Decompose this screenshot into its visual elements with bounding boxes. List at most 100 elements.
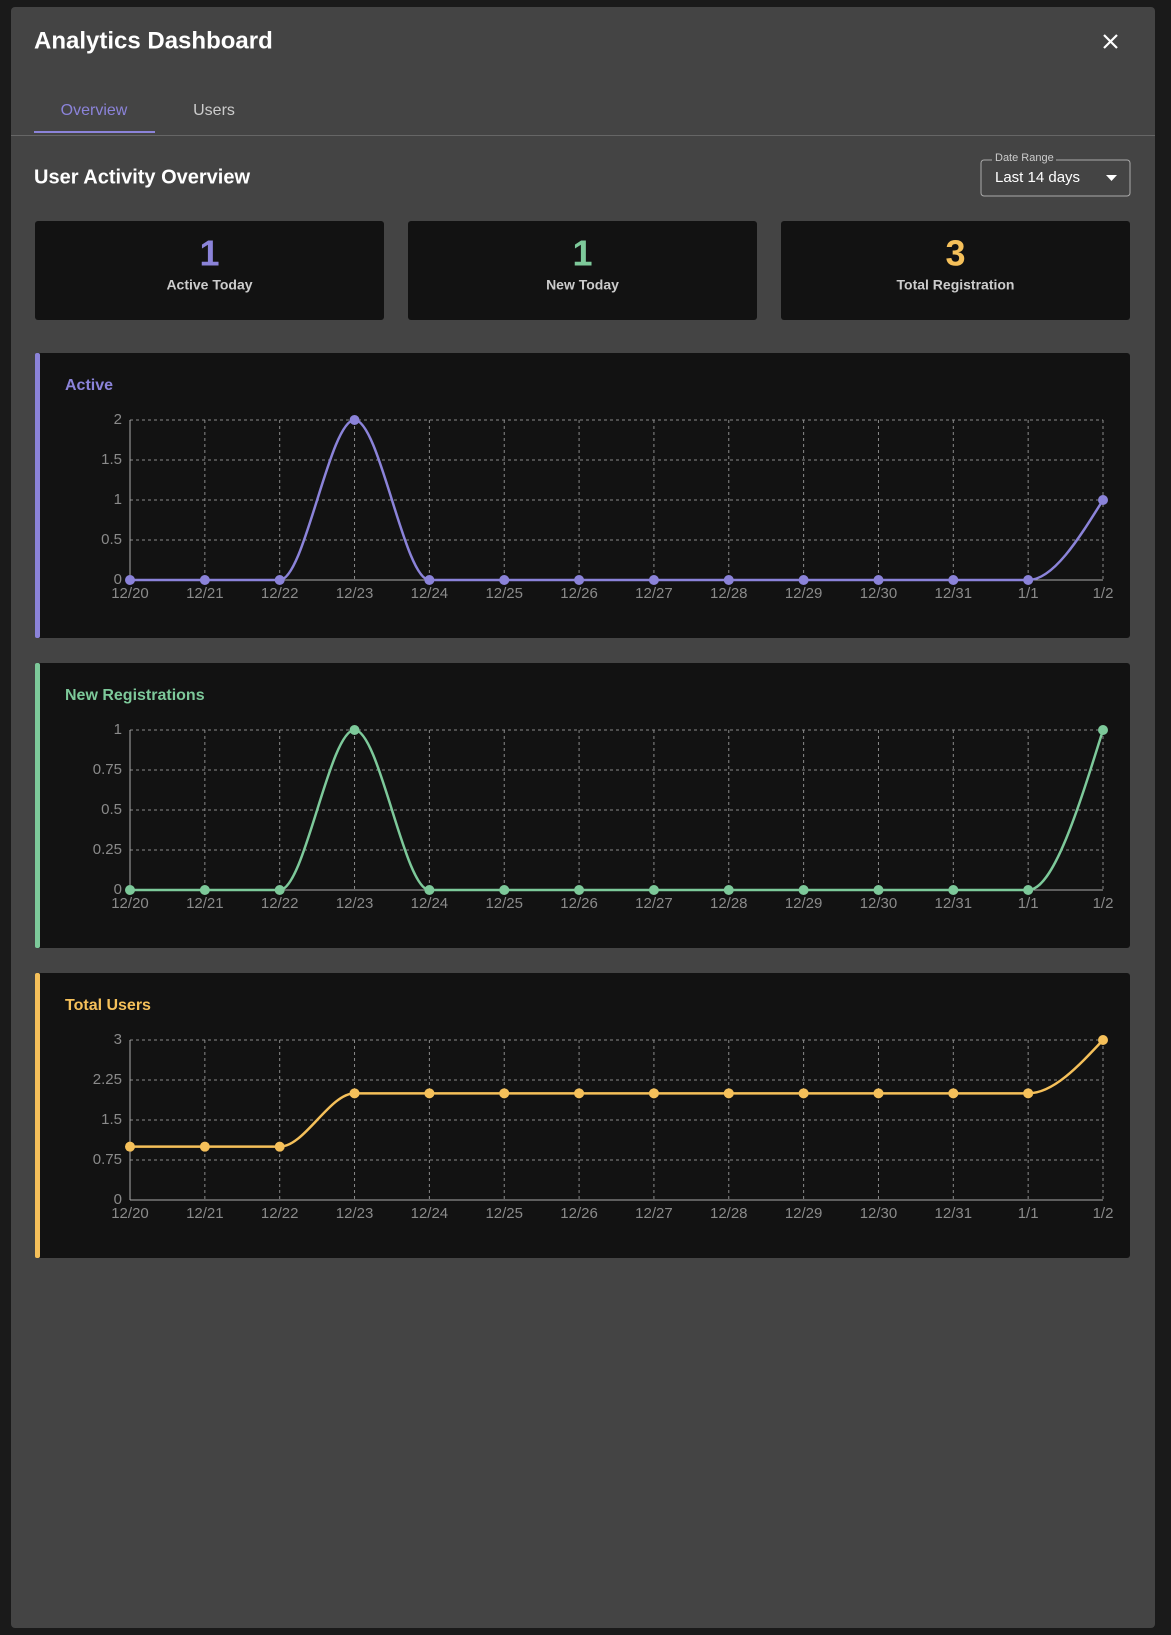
- x-tick-label: 12/28: [710, 895, 748, 912]
- data-point: [125, 575, 135, 585]
- y-tick-label: 1: [114, 721, 122, 738]
- data-point: [349, 415, 360, 425]
- data-point: [873, 885, 884, 895]
- data-point: [199, 575, 210, 585]
- data-point: [723, 1088, 734, 1099]
- data-point: [1023, 1088, 1034, 1099]
- y-tick-label: 0.75: [93, 1151, 122, 1168]
- stat-label: Active Today: [166, 277, 252, 293]
- dropdown-caret: [1106, 175, 1117, 181]
- data-point: [948, 885, 959, 895]
- chart-title: Active: [65, 377, 113, 394]
- y-tick-label: 0.75: [93, 761, 122, 778]
- x-tick-label: 12/21: [186, 585, 224, 602]
- data-point: [274, 1141, 285, 1152]
- tab[interactable]: Users: [193, 102, 235, 119]
- x-tick-label: 12/21: [186, 1205, 224, 1222]
- data-point: [1098, 495, 1108, 505]
- data-point: [723, 885, 734, 895]
- y-tick-label: 1.5: [101, 1111, 122, 1128]
- data-point: [873, 1088, 884, 1099]
- x-tick-label: 1/1: [1018, 1205, 1039, 1222]
- x-tick-label: 12/28: [710, 1205, 748, 1222]
- chart-accent: [35, 663, 40, 948]
- y-tick-label: 0.5: [101, 801, 122, 818]
- x-tick-label: 12/26: [560, 1205, 598, 1222]
- close-button[interactable]: [1103, 34, 1118, 49]
- stat-value: 1: [572, 233, 592, 274]
- chart-accent: [35, 973, 40, 1258]
- chart-title: New Registrations: [65, 687, 205, 704]
- x-tick-label: 12/26: [560, 895, 598, 912]
- x-tick-label: 12/23: [336, 1205, 374, 1222]
- data-point: [349, 1088, 360, 1099]
- chart-title: Total Users: [65, 997, 151, 1014]
- x-tick-label: 12/27: [635, 1205, 673, 1222]
- x-tick-label: 12/25: [485, 585, 523, 602]
- x-tick-label: 12/24: [411, 585, 449, 602]
- data-point: [648, 575, 659, 585]
- x-tick-label: 12/20: [111, 895, 149, 912]
- data-point: [1023, 575, 1034, 585]
- stat-card: [35, 221, 384, 320]
- data-point: [648, 1088, 659, 1099]
- date-range-select[interactable]: Date Range Last 14 days: [980, 152, 1131, 197]
- data-point: [424, 575, 435, 585]
- data-point: [349, 725, 360, 735]
- x-tick-label: 1/1: [1018, 585, 1039, 602]
- x-tick-label: 12/22: [261, 585, 299, 602]
- data-point: [723, 575, 734, 585]
- stat-value: 1: [199, 233, 219, 274]
- data-point: [499, 575, 510, 585]
- x-tick-label: 1/2: [1093, 1205, 1114, 1222]
- x-tick-label: 12/24: [411, 1205, 449, 1222]
- y-tick-label: 1: [114, 491, 122, 508]
- x-tick-label: 12/31: [935, 895, 973, 912]
- y-tick-label: 2.25: [93, 1071, 122, 1088]
- modal-title: Analytics Dashboard: [34, 27, 273, 54]
- x-tick-label: 12/30: [860, 895, 898, 912]
- x-tick-label: 12/20: [111, 585, 149, 602]
- data-point: [274, 885, 285, 895]
- x-tick-label: 12/30: [860, 585, 898, 602]
- data-point: [948, 575, 959, 585]
- data-point: [1098, 725, 1108, 735]
- x-tick-label: 12/23: [336, 895, 374, 912]
- x-tick-label: 12/24: [411, 895, 449, 912]
- x-tick-label: 12/25: [485, 895, 523, 912]
- x-tick-label: 12/26: [560, 585, 598, 602]
- chart-card: [35, 663, 1130, 948]
- data-point: [873, 575, 884, 585]
- x-tick-label: 12/20: [111, 1205, 149, 1222]
- y-tick-label: 0.5: [101, 531, 122, 548]
- data-point: [798, 885, 809, 895]
- y-tick-label: 0: [114, 571, 122, 588]
- chart-card: [35, 353, 1130, 638]
- select-value: Last 14 days: [995, 169, 1080, 186]
- x-tick-label: 12/31: [935, 585, 973, 602]
- data-point: [274, 575, 285, 585]
- x-tick-label: 12/22: [261, 1205, 299, 1222]
- data-point: [499, 885, 510, 895]
- data-point: [1098, 1035, 1108, 1045]
- chart-accent: [35, 353, 40, 638]
- x-tick-label: 12/30: [860, 1205, 898, 1222]
- data-point: [648, 885, 659, 895]
- x-tick-label: 12/27: [635, 895, 673, 912]
- select-label: Date Range: [995, 152, 1054, 164]
- data-point: [125, 1141, 135, 1152]
- data-point: [424, 1088, 435, 1099]
- stat-label: Total Registration: [897, 277, 1015, 293]
- x-tick-label: 12/21: [186, 895, 224, 912]
- x-tick-label: 12/25: [485, 1205, 523, 1222]
- x-tick-label: 1/1: [1018, 895, 1039, 912]
- tab[interactable]: Overview: [61, 102, 128, 119]
- data-point: [199, 885, 210, 895]
- y-tick-label: 3: [114, 1031, 122, 1048]
- data-point: [574, 575, 585, 585]
- data-point: [798, 1088, 809, 1099]
- stat-value: 3: [945, 233, 965, 274]
- data-point: [574, 1088, 585, 1099]
